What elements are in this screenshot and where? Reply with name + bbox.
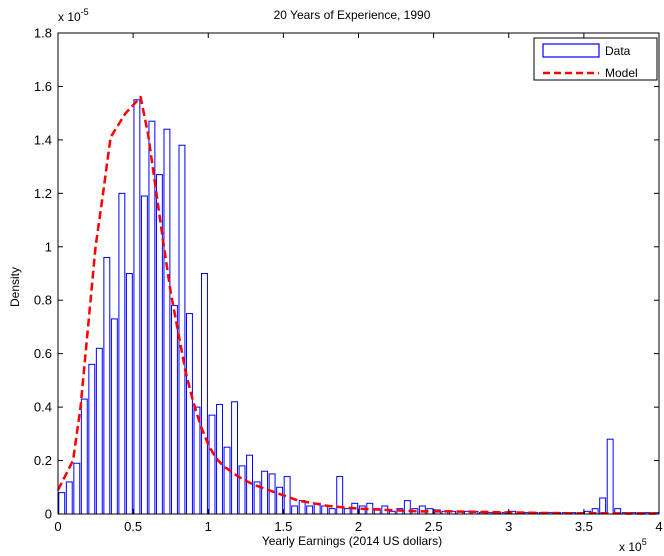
histogram-bar — [178, 144, 186, 515]
y-tick-label: 0 — [45, 507, 52, 522]
y-tick-label: 1.2 — [34, 186, 52, 201]
histogram-bar — [418, 505, 426, 515]
x-exponent-label: x 105 — [619, 537, 647, 554]
x-tick-label: 4 — [655, 519, 662, 534]
histogram-bar — [231, 401, 238, 515]
x-tick-label: 3 — [505, 519, 512, 534]
y-tick-label: 1 — [45, 239, 52, 254]
histogram-bar — [140, 195, 148, 515]
y-tick-label: 0.4 — [34, 400, 52, 415]
histogram-bar — [155, 174, 163, 515]
histogram-bar — [193, 406, 201, 515]
x-tick-label: 1.5 — [274, 519, 292, 534]
histogram-bar — [238, 465, 246, 515]
legend-data-label: Data — [605, 44, 631, 58]
histogram-bar — [170, 305, 178, 515]
histogram-bar — [80, 398, 88, 515]
histogram-bar — [261, 470, 269, 515]
histogram-bar — [58, 492, 66, 515]
y-tick-label: 0.8 — [34, 293, 52, 308]
histogram-bar — [208, 414, 216, 515]
histogram-bar — [606, 438, 614, 515]
histogram-bar — [223, 446, 231, 515]
histogram-bar — [133, 99, 141, 515]
histogram-bar — [291, 505, 299, 515]
histogram-bar — [103, 256, 111, 515]
legend: Data Model — [533, 37, 658, 81]
y-tick-label: 1.8 — [34, 26, 52, 41]
x-tick-label: 2.5 — [425, 519, 443, 534]
histogram-bar — [343, 508, 351, 515]
y-tick-label: 0.6 — [34, 346, 52, 361]
histogram-bar — [88, 363, 96, 515]
histogram-bar — [186, 313, 193, 515]
axes: 0 0.5 1 1.5 2 2.5 3 3.5 4 0 0.2 0.4 0.6 0.8 1 1.2 1.4 1.6… — [34, 26, 663, 535]
x-tick-label: 2 — [355, 519, 362, 534]
x-tick-label: 1 — [205, 519, 212, 534]
histogram-bar — [118, 192, 126, 515]
model-curve-layer — [56, 95, 659, 515]
legend-model-label: Model — [605, 66, 638, 80]
histogram-bar — [110, 318, 118, 515]
histogram-bars — [58, 99, 659, 515]
histogram-bar — [95, 347, 103, 515]
x-tick-label: 0.5 — [124, 519, 142, 534]
y-tick-label: 1.4 — [34, 132, 52, 147]
y-axis-label: Density — [8, 267, 22, 307]
histogram-bar — [73, 462, 81, 515]
y-exponent-label: x 10-5 — [58, 7, 89, 24]
x-tick-label: 0 — [54, 519, 61, 534]
x-axis-label: Yearly Earnings (2014 US dollars) — [262, 534, 442, 548]
chart-title: 20 Years of Experience, 1990 — [274, 8, 431, 22]
y-tick-label: 1.6 — [34, 79, 52, 94]
histogram-bar — [306, 505, 314, 515]
histogram-bar — [321, 505, 329, 515]
histogram-bar — [328, 508, 336, 515]
histogram-bar — [125, 273, 133, 515]
plot-frame — [57, 32, 660, 515]
histogram-bar — [163, 128, 171, 515]
legend-data-swatch — [542, 43, 600, 58]
histogram-bar — [276, 486, 284, 515]
histogram-bar — [599, 497, 607, 515]
histogram-bar — [201, 273, 208, 515]
model-line — [56, 95, 659, 515]
histogram-bar — [65, 481, 73, 515]
y-tick-label: 0.2 — [34, 453, 52, 468]
x-tick-label: 3.5 — [575, 519, 593, 534]
histogram-bar — [268, 473, 276, 515]
